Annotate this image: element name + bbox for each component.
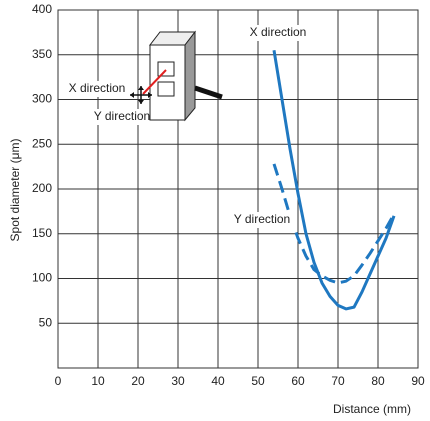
y-tick-label: 350 [32,47,52,61]
inset-label: Y direction [94,109,150,123]
x-tick-label: 50 [251,374,265,388]
x-tick-label: 40 [211,374,225,388]
x-tick-label: 60 [291,374,305,388]
y-axis-label: Spot diameter (μm) [8,139,22,242]
y-tick-label: 150 [32,226,52,240]
label-backdrop [65,81,129,97]
x-tick-label: 30 [171,374,185,388]
series-label: X direction [250,25,307,39]
series-label: Y direction [234,212,290,226]
x-tick-label: 70 [331,374,345,388]
x-tick-label: 90 [411,374,425,388]
y-tick-label: 200 [32,181,52,195]
label-backdrop [90,109,154,125]
label-backdrop [228,212,296,228]
label-backdrop [244,25,312,41]
y-tick-label: 50 [39,315,53,329]
x-tick-label: 0 [55,374,62,388]
x-tick-label: 10 [91,374,105,388]
x-tick-label: 20 [131,374,145,388]
y-tick-label: 100 [32,271,52,285]
y-tick-label: 250 [32,136,52,150]
sensor-icon [130,30,223,122]
x-tick-label: 80 [371,374,385,388]
x-axis-label: Distance (mm) [333,402,411,416]
series-line [272,163,396,285]
inset-label: X direction [69,81,126,95]
series-line [272,50,396,311]
y-tick-label: 400 [32,2,52,16]
y-tick-label: 300 [32,92,52,106]
